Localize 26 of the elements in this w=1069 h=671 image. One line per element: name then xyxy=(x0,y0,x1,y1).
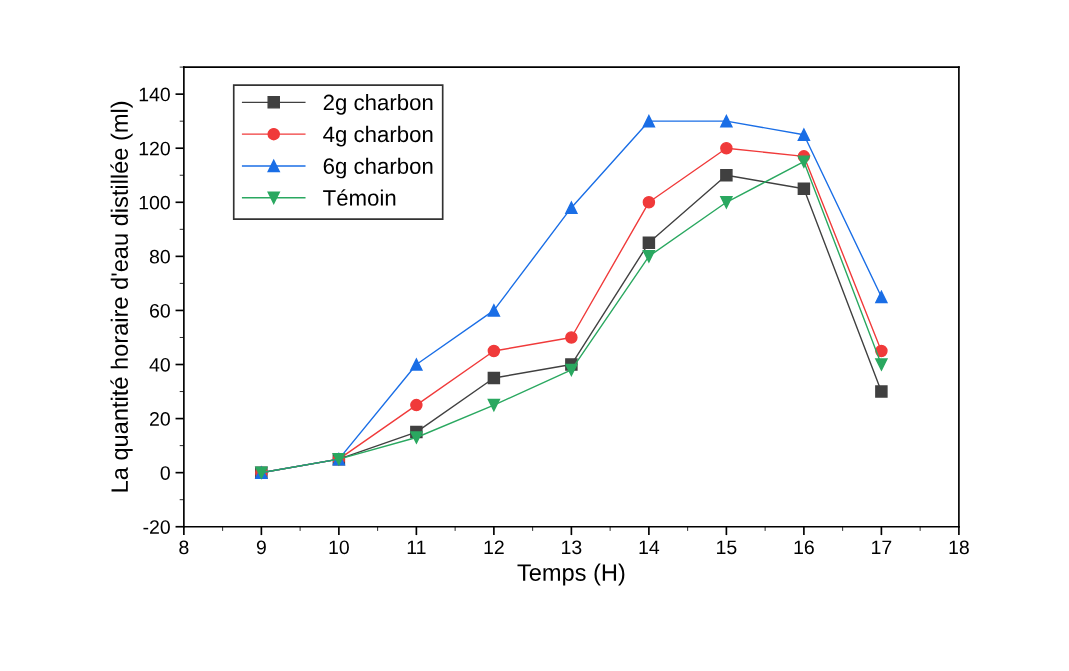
legend-label: Témoin xyxy=(323,189,396,206)
legend-label: 4g charbon xyxy=(323,125,433,147)
y-tick-label: 40 xyxy=(149,357,170,372)
x-tick-label: 9 xyxy=(256,540,266,555)
x-tick-label: 13 xyxy=(562,540,582,555)
y-tick-label: 120 xyxy=(139,141,170,156)
x-tick-label: 15 xyxy=(717,540,737,555)
y-tick-label: 0 xyxy=(160,466,170,480)
x-tick-label: 8 xyxy=(179,540,189,555)
x-tick-label: 14 xyxy=(639,540,660,555)
x-tick-label: 10 xyxy=(329,540,349,555)
x-axis-title: Temps (H) xyxy=(517,563,625,586)
y-tick-label: -20 xyxy=(143,520,170,534)
y-tick-label: 100 xyxy=(139,195,170,210)
y-tick-label: 80 xyxy=(149,249,170,264)
x-tick-label: 18 xyxy=(949,540,969,555)
x-tick-label: 11 xyxy=(407,540,426,555)
y-tick-label: 140 xyxy=(139,87,170,102)
y-axis-title: La quantité horaire d'eau distillée (ml) xyxy=(110,101,133,492)
y-tick-label: 60 xyxy=(150,303,170,318)
x-tick-label: 17 xyxy=(872,540,892,555)
x-tick-label: 16 xyxy=(794,540,814,555)
legend-label: 2g charbon xyxy=(323,93,433,115)
legend-label: 6g charbon xyxy=(323,157,433,179)
y-tick-label: 20 xyxy=(150,412,170,426)
x-tick-label: 12 xyxy=(484,540,504,555)
